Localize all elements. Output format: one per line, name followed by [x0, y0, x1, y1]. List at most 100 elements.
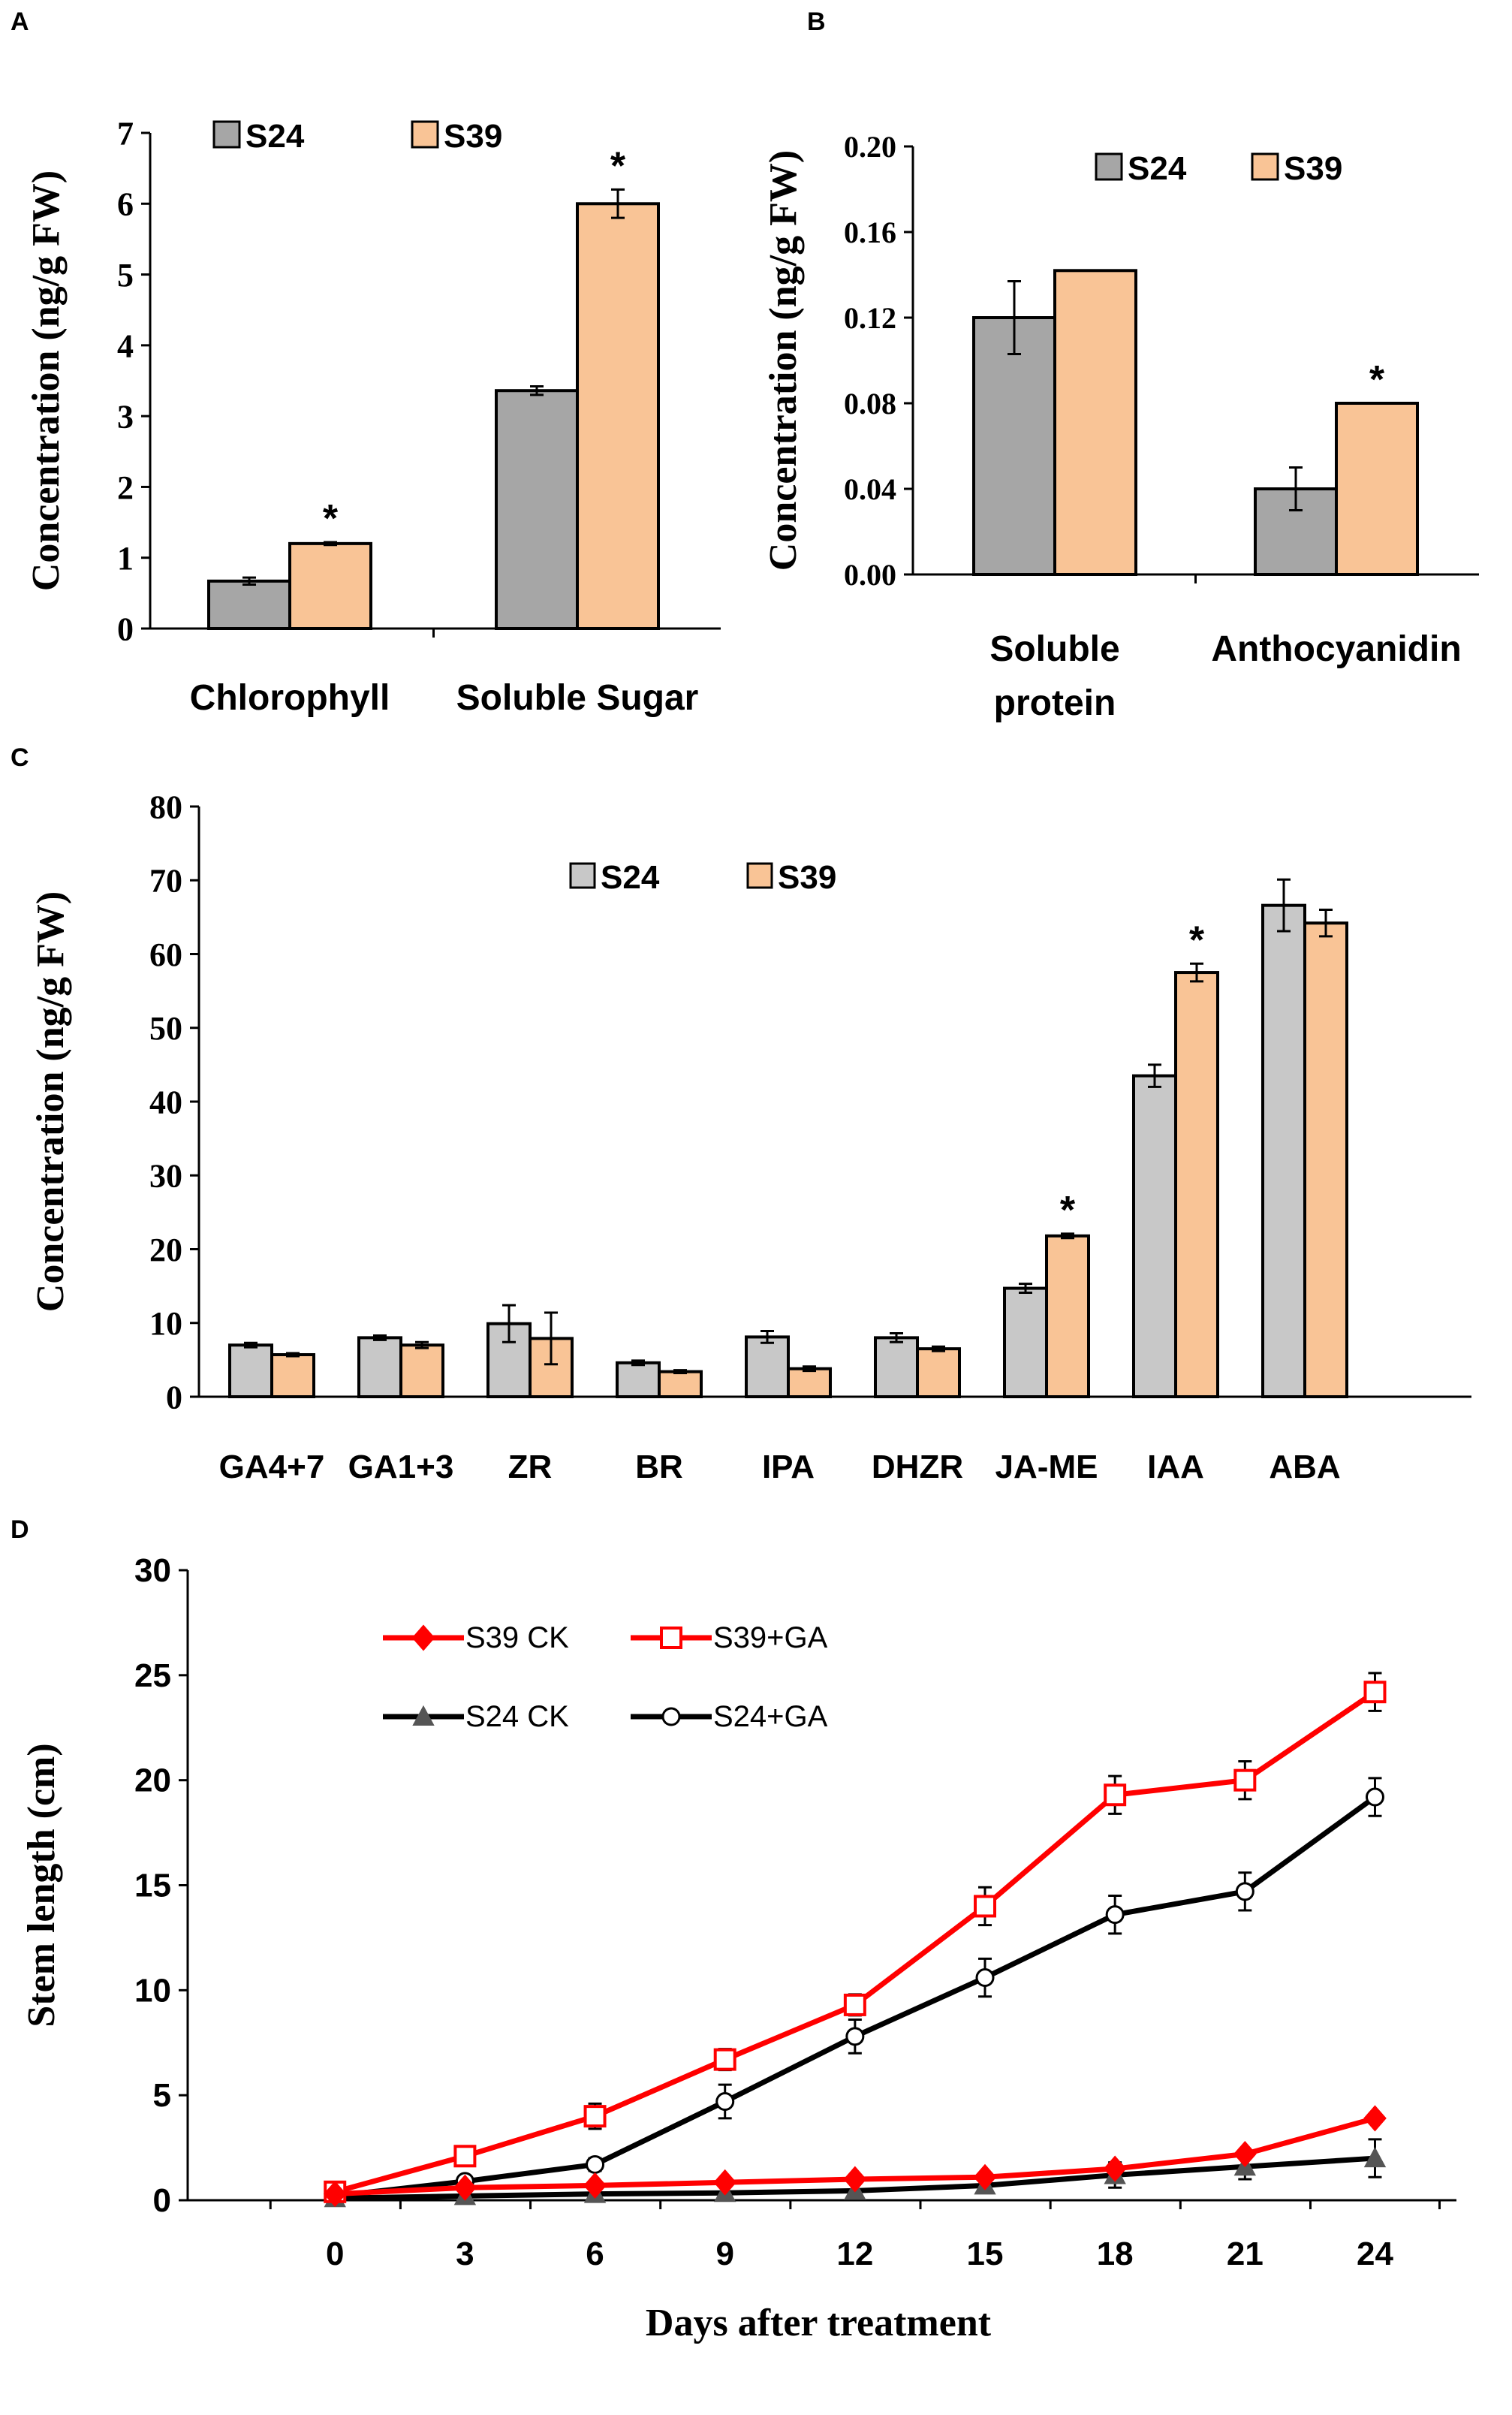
- y-tick-label: 40: [149, 1084, 182, 1120]
- bar-s24-4: [745, 1335, 790, 1398]
- y-axis-title: Concentration (ng/g FW): [29, 891, 72, 1312]
- bar-s24-0: [228, 1343, 273, 1398]
- legend-label: S39 CK: [465, 1621, 569, 1654]
- bar-s24-1: [357, 1336, 402, 1399]
- data-point: [453, 2174, 477, 2201]
- data-point: [1363, 2146, 1387, 2168]
- panel-b: B 0.00 0.04 0.08 0.12 0.16 0.20 Concentration (…: [762, 8, 1479, 723]
- y-tick-label: 7: [117, 115, 134, 152]
- y-tick-label: 25: [134, 1657, 171, 1694]
- legend-label: S24 CK: [465, 1700, 569, 1733]
- category-label: IPA: [762, 1449, 815, 1485]
- bar-s39-5: [916, 1347, 961, 1398]
- data-point: [843, 1993, 866, 2016]
- y-tick-label: 0: [153, 2182, 171, 2219]
- bar-s39-4: [787, 1367, 832, 1399]
- y-tick-label: 0: [117, 611, 134, 647]
- category-label: Anthocyanidin: [1211, 629, 1461, 669]
- legend-swatch: [411, 120, 439, 149]
- bar-s39-1: [399, 1343, 444, 1398]
- legend-marker: [411, 1624, 435, 1651]
- legend-label: S24+GA: [713, 1700, 828, 1733]
- y-tick-label: 15: [134, 1868, 171, 1904]
- category-label: DHZR: [872, 1449, 963, 1485]
- x-tick-label: 24: [1357, 2236, 1393, 2272]
- y-tick-label: 5: [117, 257, 134, 294]
- y-tick-label: 20: [149, 1232, 182, 1268]
- bar-s39-6: [1045, 1234, 1090, 1398]
- legend-swatch: [746, 862, 773, 889]
- legend-marker: [412, 1705, 435, 1726]
- panel-label: A: [11, 8, 29, 36]
- x-tick-label: 12: [836, 2236, 873, 2272]
- bar-s24-8: [1261, 903, 1306, 1398]
- x-tick-label: 18: [1097, 2236, 1134, 2272]
- y-tick-label: 4: [117, 327, 134, 364]
- panel-d: D 0 5 10 15 20 25 30 0 3 6 9 12 15 18 21 24 Stem length (…: [11, 1515, 1456, 2344]
- data-point: [586, 2154, 605, 2174]
- legend-label: S39: [1284, 150, 1342, 187]
- data-point: [1103, 2155, 1127, 2182]
- data-point: [843, 2166, 867, 2193]
- data-point: [1365, 1787, 1384, 1807]
- data-point: [583, 2172, 607, 2199]
- bar-s39-7: [1174, 971, 1219, 1398]
- category-label: Soluble Sugar: [456, 678, 699, 718]
- y-axis-title: Concentration (ng/g FW): [25, 170, 68, 591]
- bar-s39-0: [288, 541, 372, 630]
- data-point: [1104, 1783, 1127, 1807]
- bar-s24-3: [616, 1361, 661, 1399]
- y-tick-label: 20: [134, 1762, 171, 1799]
- x-tick-label: 6: [586, 2236, 604, 2272]
- y-tick-label: 80: [149, 788, 182, 825]
- significance-star: *: [610, 144, 626, 188]
- y-tick-label: 0.20: [844, 130, 896, 164]
- category-label: JA-ME: [995, 1449, 1098, 1485]
- data-point: [713, 2048, 736, 2071]
- bar-s24-6: [1003, 1286, 1048, 1399]
- category-label: Chlorophyll: [190, 678, 390, 718]
- x-tick-label: 15: [967, 2236, 1004, 2272]
- legend-swatch: [1251, 152, 1279, 181]
- legend-swatch: [1095, 152, 1123, 181]
- category-label: GA1+3: [348, 1449, 454, 1485]
- y-tick-label: 5: [153, 2077, 171, 2114]
- bar-s24-0: [972, 316, 1056, 576]
- legend-label: S39: [444, 118, 502, 155]
- y-axis-title: Concentration (ng/g FW): [762, 150, 805, 571]
- y-tick-label: 0: [166, 1379, 182, 1416]
- data-point: [713, 2169, 737, 2196]
- bar-s24-7: [1132, 1074, 1177, 1399]
- data-point: [975, 1968, 995, 1988]
- panel-label: B: [807, 8, 826, 36]
- y-axis-title: Stem length (cm): [20, 1743, 63, 2027]
- y-tick-label: 30: [134, 1552, 171, 1589]
- legend-swatch: [212, 120, 241, 149]
- y-tick-label: 10: [149, 1305, 182, 1342]
- significance-star: *: [1369, 358, 1385, 402]
- bar-s39-0: [1053, 269, 1137, 576]
- data-point: [1363, 1681, 1387, 1704]
- category-label: Soluble: [989, 629, 1119, 669]
- y-tick-label: 0.00: [844, 558, 896, 592]
- x-tick-label: 21: [1227, 2236, 1264, 2272]
- data-point: [974, 1895, 997, 1918]
- y-tick-label: 1: [117, 540, 134, 577]
- category-label: ABA: [1269, 1449, 1340, 1485]
- bar-s24-5: [874, 1336, 919, 1399]
- y-tick-label: 6: [117, 186, 134, 223]
- legend-label: S24: [245, 118, 305, 155]
- bar-s39-8: [1303, 921, 1348, 1398]
- bar-s39-1: [1335, 402, 1419, 576]
- data-point: [845, 2027, 865, 2046]
- data-point: [1235, 1882, 1254, 1901]
- data-point: [323, 2181, 347, 2208]
- category-label: BR: [635, 1449, 683, 1485]
- panel-label: C: [11, 743, 29, 772]
- significance-star: *: [1189, 918, 1205, 962]
- bar-s39-3: [658, 1370, 703, 1398]
- bar-s39-0: [270, 1352, 315, 1399]
- category-label: ZR: [508, 1449, 553, 1485]
- category-label: protein: [994, 683, 1116, 723]
